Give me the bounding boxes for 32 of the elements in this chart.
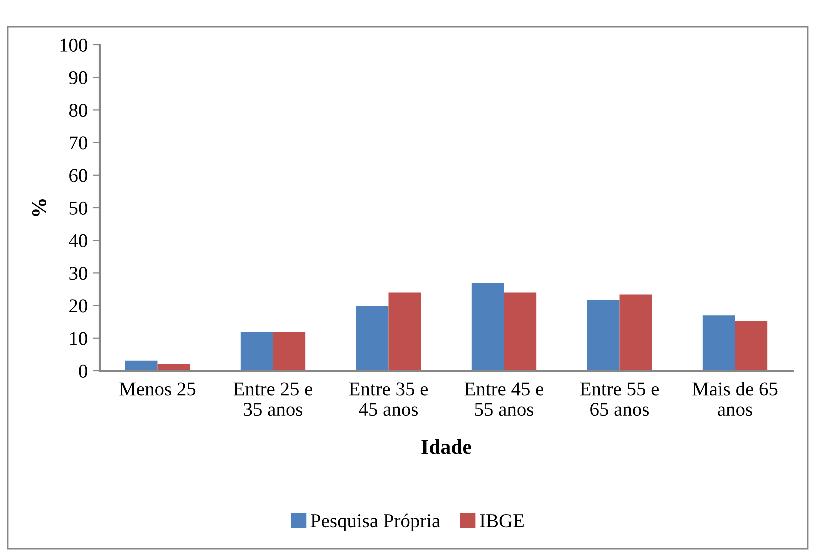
x-tick-label: Mais de 65 anos [692,382,778,416]
legend-label: Pesquisa Própria [311,514,440,532]
y-tick-label: 70 [70,136,88,150]
bar [620,294,652,371]
y-tick-label: 60 [70,169,88,182]
bar [356,306,389,371]
legend-label: IBGE [480,514,524,528]
bar [125,360,158,371]
y-tick-label: 80 [69,104,88,118]
bar [587,300,620,371]
y-tick-label: 10 [70,332,88,346]
y-tick-label: 50 [70,202,88,215]
x-tick-label: Entre 45 e 55 anos [464,382,544,416]
y-tick-label: 90 [69,71,88,85]
y-tick-label: 100 [60,38,88,52]
y-tick-label: 20 [70,300,88,313]
x-tick-label: Menos 25 [120,382,196,396]
x-tick-label: Entre 55 e 65 anos [580,382,660,416]
bar [735,321,768,371]
bar [273,332,306,371]
bar [240,332,274,371]
x-tick-label: Entre 35 e 45 anos [349,382,428,416]
x-tick-label: Entre 25 e 35 anos [234,382,313,416]
y-tick-label: 40 [69,234,88,248]
bar [388,292,422,371]
y-tick-label: 0 [79,364,88,378]
bar [702,316,736,371]
x-axis-title: Idade [422,440,472,454]
y-tick-label: 30 [70,267,88,280]
bar [504,292,537,371]
y-axis-title: % [32,200,47,216]
bar [472,282,504,371]
